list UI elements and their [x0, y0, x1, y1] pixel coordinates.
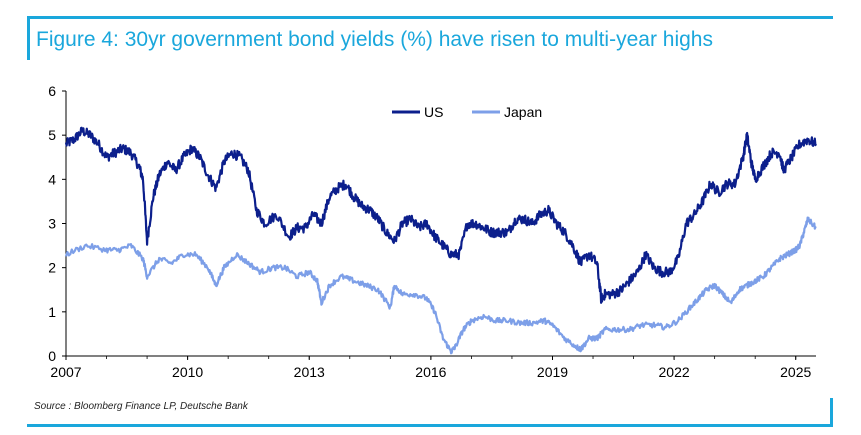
chart-axes: 0 1 2 3 4 5 6 2007 2010 2013 2016 2019 2022 2025 [48, 83, 816, 380]
chart-series [64, 126, 817, 355]
y-tick-label: 5 [48, 127, 56, 143]
x-tick-label: 2016 [415, 364, 446, 380]
series-line-us [64, 126, 817, 304]
y-tick-label: 3 [48, 216, 56, 232]
x-tick-label: 2010 [172, 364, 203, 380]
series-line-japan [64, 216, 817, 355]
legend-label-japan: Japan [504, 104, 542, 120]
x-tick-label: 2022 [659, 364, 690, 380]
y-tick-label: 0 [48, 348, 56, 364]
figure-left-rule [27, 16, 30, 60]
y-tick-label: 1 [48, 304, 56, 320]
y-tick-label: 2 [48, 260, 56, 276]
source-note: Source : Bloomberg Finance LP, Deutsche … [34, 401, 248, 412]
figure-title: Figure 4: 30yr government bond yields (%… [36, 28, 713, 51]
figure-top-rule [27, 16, 833, 19]
y-tick-label: 6 [48, 83, 56, 99]
x-tick-label: 2019 [537, 364, 568, 380]
chart-legend: US Japan [392, 104, 542, 120]
x-tick-label: 2025 [780, 364, 811, 380]
x-tick-label: 2007 [50, 364, 81, 380]
figure-bottom-rule [27, 424, 833, 427]
y-tick-label: 4 [48, 171, 56, 187]
x-tick-label: 2013 [294, 364, 325, 380]
legend-label-us: US [424, 104, 443, 120]
figure-right-rule [830, 398, 833, 427]
